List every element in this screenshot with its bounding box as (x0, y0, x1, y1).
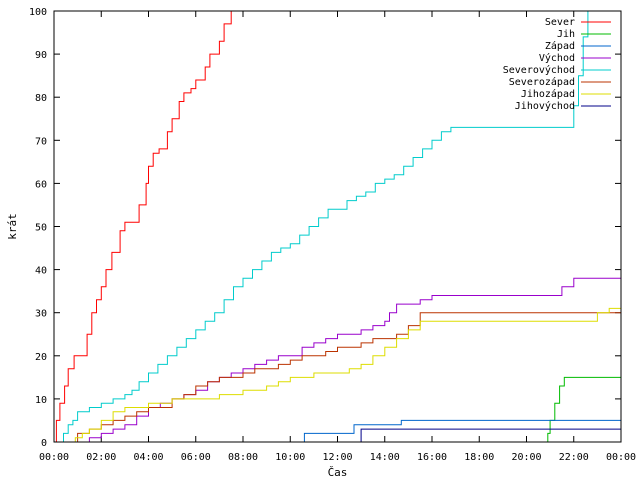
legend-label: Jih (557, 29, 575, 40)
x-tick-label: 12:00 (322, 452, 352, 463)
x-tick-label: 06:00 (181, 452, 211, 463)
y-tick-label: 60 (35, 179, 47, 190)
series-line-1 (54, 11, 246, 442)
y-tick-label: 90 (35, 50, 47, 61)
y-tick-label: 20 (35, 352, 47, 363)
legend-label: Sever (545, 17, 575, 28)
legend-label: Západ (545, 40, 575, 52)
legend-label: Jihovýchod (515, 100, 575, 112)
series-line-6 (54, 312, 621, 442)
y-axis-label: krát (6, 213, 19, 240)
legend-label: Severovýchod (503, 64, 575, 76)
y-tick-label: 70 (35, 136, 47, 147)
x-tick-label: 22:00 (559, 452, 589, 463)
y-tick-label: 10 (35, 395, 47, 406)
x-tick-label: 18:00 (464, 452, 494, 463)
x-tick-label: 14:00 (370, 452, 400, 463)
x-tick-label: 00:00 (39, 452, 69, 463)
series-lines (54, 11, 621, 442)
series-line-2 (54, 376, 621, 442)
x-tick-label: 08:00 (228, 452, 258, 463)
axis-ticks: 0 10 20 30 40 50 60 70 80 90 100 00:00 02:00 04:00 06:… (29, 7, 636, 463)
y-tick-label: 80 (35, 93, 47, 104)
y-tick-label: 100 (29, 7, 47, 18)
series-line-8 (54, 428, 621, 442)
x-tick-label: 16:00 (417, 452, 447, 463)
series-line-5 (54, 11, 589, 442)
y-tick-label: 30 (35, 309, 47, 320)
x-tick-label: 20:00 (511, 452, 541, 463)
x-axis-label: Čas (328, 466, 348, 479)
legend-label: Jihozápad (521, 88, 575, 100)
plot-frame (53, 10, 622, 443)
y-tick-label: 40 (35, 266, 47, 277)
y-tick-label: 0 (41, 438, 47, 449)
y-tick-label: 50 (35, 223, 47, 234)
x-tick-label: 10:00 (275, 452, 305, 463)
legend: SeverJihZápadVýchodSeverovýchodSeverozáp… (503, 17, 611, 112)
legend-label: Severozápad (509, 76, 575, 88)
x-tick-label: 02:00 (86, 452, 116, 463)
series-line-7 (54, 307, 621, 442)
legend-label: Východ (539, 52, 575, 64)
x-tick-label: 00:00 (606, 452, 636, 463)
series-line-3 (54, 419, 621, 442)
x-tick-label: 04:00 (133, 452, 163, 463)
